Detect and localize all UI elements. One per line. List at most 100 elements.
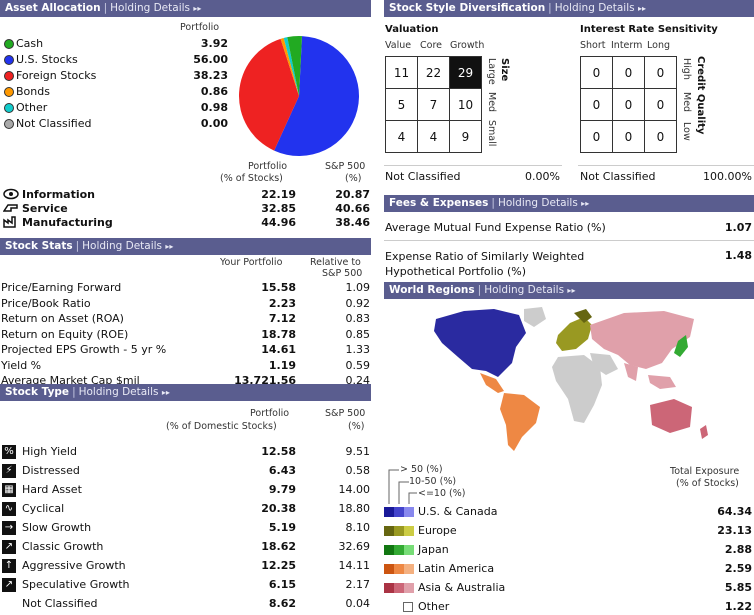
region-color-swatch bbox=[403, 602, 413, 612]
style-cell: 4 bbox=[417, 120, 450, 153]
stat-value: 15.58 bbox=[261, 281, 296, 294]
valuation-not-classified-value: 0.00% bbox=[525, 170, 560, 183]
stock-type-value: 6.43 bbox=[268, 464, 296, 477]
legend-color-dot bbox=[4, 71, 14, 81]
region-value: 5.85 bbox=[724, 581, 752, 594]
asset-value: 38.23 bbox=[193, 69, 228, 82]
style-cell: 4 bbox=[385, 120, 418, 153]
credit-axis-title: Credit Quality bbox=[695, 56, 706, 135]
factory-icon bbox=[3, 216, 19, 228]
divider bbox=[578, 165, 754, 166]
stat-value: 1.19 bbox=[268, 358, 296, 372]
exposure-header: Total Exposure bbox=[670, 466, 740, 477]
stock-type-label: Not Classified bbox=[22, 597, 98, 610]
stat-label: Price/Earning Forward bbox=[1, 281, 122, 294]
style-div-header: Stock Style Diversification | Holding Deta… bbox=[384, 0, 754, 17]
stock-type-value: 6.15 bbox=[268, 578, 296, 591]
region-color-swatch bbox=[404, 545, 414, 555]
asset-allocation-header: Asset Allocation | Holding Details ▸▸ bbox=[0, 0, 371, 17]
style-cell: 5 bbox=[385, 88, 418, 121]
region-color-swatch bbox=[394, 526, 404, 536]
stock-stats-holding-link[interactable]: Holding Details ▸▸ bbox=[82, 240, 174, 252]
stock-type-label: Aggressive Growth bbox=[22, 559, 126, 572]
asset-allocation-title: Asset Allocation bbox=[5, 2, 101, 14]
asset-portfolio-col-header: Portfolio bbox=[180, 22, 220, 33]
arrow-up-right-icon: ↗ bbox=[2, 540, 16, 554]
asset-value: 56.00 bbox=[193, 53, 228, 66]
sector-sp-subheader: (%) bbox=[345, 173, 362, 184]
type-sp-header: S&P 500 bbox=[325, 408, 366, 419]
stock-type-header: Stock Type | Holding Details ▸▸ bbox=[0, 384, 371, 401]
stock-type-label: High Yield bbox=[22, 445, 77, 458]
style-cell: 7 bbox=[417, 88, 450, 121]
valuation-col-label: Core bbox=[420, 40, 442, 51]
region-color-swatch bbox=[404, 507, 414, 517]
sector-portfolio-subheader: (% of Stocks) bbox=[220, 173, 283, 184]
sector-portfolio-value: 44.96 bbox=[261, 216, 296, 229]
percent-icon: % bbox=[2, 445, 16, 459]
interest-col-label: Long bbox=[647, 40, 670, 51]
size-row-label: Small bbox=[486, 120, 497, 147]
region-color-swatch bbox=[404, 526, 414, 536]
world-regions-holding-link[interactable]: Holding Details ▸▸ bbox=[484, 284, 576, 296]
stock-type-value: 9.79 bbox=[268, 483, 296, 496]
region-label: Other bbox=[418, 600, 450, 613]
stat-label: Average Market Cap $mil bbox=[1, 374, 140, 387]
divider bbox=[384, 165, 562, 166]
legend-color-dot bbox=[4, 103, 14, 113]
fee-value: 1.48 bbox=[724, 249, 752, 262]
map-europe bbox=[556, 317, 592, 351]
sector-label: Information bbox=[22, 188, 95, 201]
asset-label: U.S. Stocks bbox=[16, 53, 78, 66]
stock-type-value: 20.38 bbox=[261, 502, 296, 515]
fee-label: Average Mutual Fund Expense Ratio (%) bbox=[385, 221, 606, 234]
stat-relative: 1.33 bbox=[345, 343, 371, 356]
interest-col-label: Short bbox=[580, 40, 606, 51]
stock-stats-header: Stock Stats | Holding Details ▸▸ bbox=[0, 238, 371, 255]
stock-type-sp: 14.11 bbox=[338, 559, 371, 572]
legend-scale-brackets bbox=[387, 466, 417, 504]
style-div-title: Stock Style Diversification bbox=[389, 2, 546, 14]
region-color-swatch bbox=[384, 583, 394, 593]
stock-type-label: Speculative Growth bbox=[22, 578, 130, 591]
fee-label: Expense Ratio of Similarly Weighted Hypo… bbox=[385, 250, 585, 278]
map-north-america bbox=[434, 309, 526, 377]
type-portfolio-header: Portfolio bbox=[250, 408, 290, 419]
arrow-up-icon: ↑ bbox=[2, 559, 16, 573]
asset-label: Foreign Stocks bbox=[16, 69, 97, 82]
pie-slice-other bbox=[283, 37, 299, 96]
arrow-up-right-icon: ↗ bbox=[2, 578, 16, 592]
stat-label: Projected EPS Growth - 5 yr % bbox=[1, 343, 167, 356]
map-africa bbox=[552, 355, 602, 423]
credit-row-label: Med bbox=[681, 92, 692, 113]
pie-slice-u-s-stocks bbox=[274, 36, 359, 157]
stock-type-sp: 8.10 bbox=[345, 521, 371, 534]
asset-label: Other bbox=[16, 101, 48, 114]
style-cell: 0 bbox=[580, 56, 613, 89]
fees-holding-link[interactable]: Holding Details ▸▸ bbox=[497, 197, 590, 209]
asset-allocation-holding-link[interactable]: Holding Details ▸▸ bbox=[110, 2, 202, 14]
style-cell: 22 bbox=[417, 56, 450, 89]
sector-label: Service bbox=[22, 202, 68, 215]
map-japan bbox=[674, 335, 688, 357]
map-australia bbox=[650, 399, 692, 433]
world-regions-header: World Regions | Holding Details ▸▸ bbox=[384, 282, 754, 299]
style-cell: 11 bbox=[385, 56, 418, 89]
style-cell: 0 bbox=[612, 56, 645, 89]
stat-relative: 1.09 bbox=[345, 281, 371, 294]
stock-type-label: Hard Asset bbox=[22, 483, 82, 496]
region-color-swatch bbox=[394, 545, 404, 555]
stock-type-holding-link[interactable]: Holding Details ▸▸ bbox=[78, 386, 170, 398]
region-label: Japan bbox=[418, 543, 449, 556]
map-scandinavia bbox=[574, 309, 592, 323]
asset-value: 3.92 bbox=[200, 37, 228, 50]
world-regions-title: World Regions bbox=[389, 284, 475, 296]
stock-stats-title: Stock Stats bbox=[5, 240, 73, 252]
style-div-holding-link[interactable]: Holding Details ▸▸ bbox=[554, 2, 646, 14]
fees-title: Fees & Expenses bbox=[389, 197, 489, 209]
stat-label: Return on Asset (ROA) bbox=[1, 312, 124, 325]
stat-value: 2.23 bbox=[268, 296, 296, 310]
arrow-right-icon: → bbox=[2, 521, 16, 535]
interest-col-label: Interm bbox=[611, 40, 643, 51]
legend-color-dot bbox=[4, 39, 14, 49]
